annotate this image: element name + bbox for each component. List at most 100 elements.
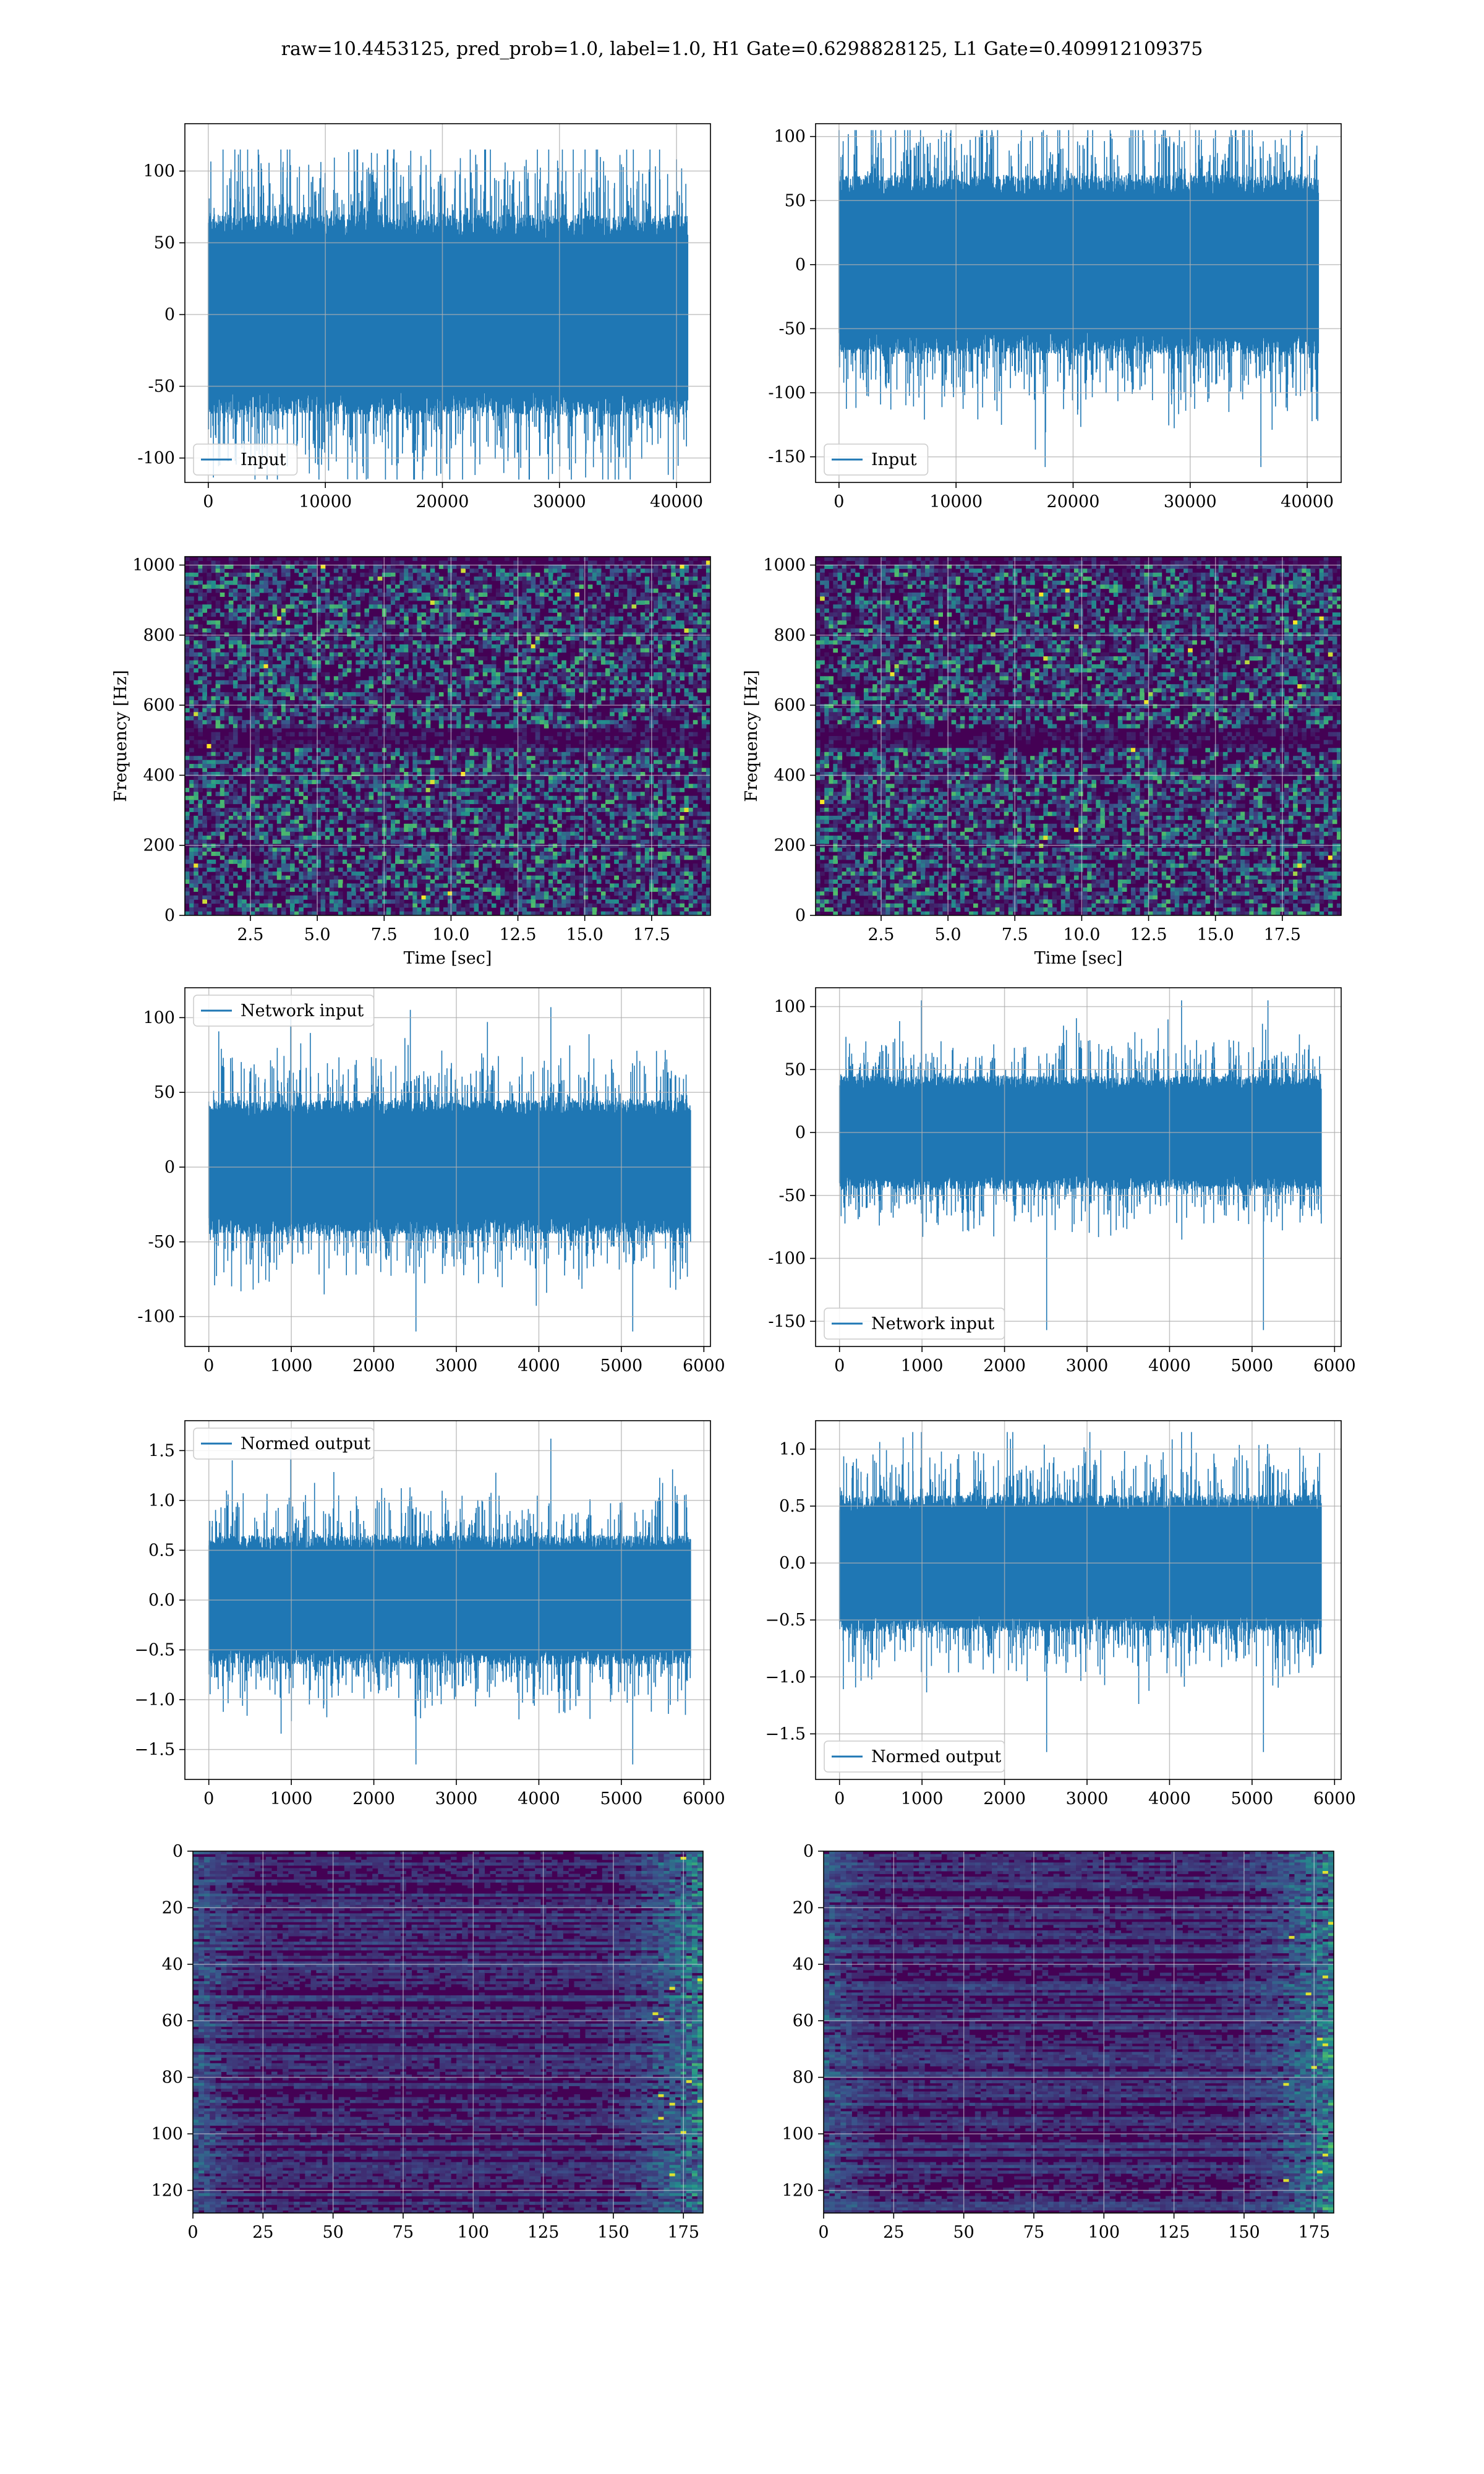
- l1-spectrogram-xtick-label: 10.0: [1063, 925, 1100, 944]
- l1-feature-map-ytick-label: 0: [803, 1842, 814, 1861]
- h1-input-ytick-label: -50: [148, 377, 175, 396]
- l1-spectrogram-heatmap: [816, 557, 1341, 915]
- l1-input-ytick-label: -100: [768, 383, 806, 403]
- l1-input-xtick-label: 40000: [1281, 492, 1334, 511]
- l1-normed-output-frame: [815, 1420, 1342, 1780]
- h1-normed-output-ytick-label: 1.0: [148, 1491, 175, 1510]
- h1-normed-output-axes: 0 1000 2000 3000 4000 5000 6000 −1.5 −1.0 −0.5 0.0…: [134, 1420, 725, 1808]
- h1-feature-map-ytick-label: 120: [151, 2181, 183, 2200]
- l1-input-xtick-label: 20000: [1047, 492, 1100, 511]
- l1-network-input-xtick-label: 5000: [1231, 1356, 1274, 1376]
- l1-network-input-frame: [815, 987, 1342, 1347]
- h1-spectrogram-heatmap: [185, 557, 710, 915]
- h1-feature-map-xtick-label: 0: [187, 2223, 198, 2242]
- h1-input-axes: 0 10000 20000 30000 40000 -100 -50 0 50 100 Input: [137, 123, 711, 511]
- h1-feature-map-ytick-label: 60: [162, 2011, 183, 2031]
- h1-feature-map-ytick-label: 80: [162, 2068, 183, 2087]
- h1-normed-output-xtick-label: 1000: [270, 1789, 313, 1808]
- h1-input-legend: Input: [193, 443, 298, 476]
- l1-network-input-ytick-label: 0: [795, 1123, 806, 1142]
- l1-input-frame: [815, 123, 1342, 483]
- l1-input-ytick-label: -50: [779, 319, 806, 338]
- l1-spectrogram-ylabel: Frequency [Hz]: [742, 670, 761, 802]
- h1-normed-output-ytick-label: 0.0: [148, 1591, 175, 1610]
- h1-normed-output-xtick-label: 2000: [352, 1789, 395, 1808]
- l1-input-xtick-label: 10000: [929, 492, 983, 511]
- l1-feature-map-ytick-label: 60: [793, 2011, 814, 2031]
- h1-network-input-xtick-label: 1000: [270, 1356, 313, 1376]
- h1-feature-map-ytick-label: 100: [151, 2125, 183, 2144]
- l1-input-axes: 0 10000 20000 30000 40000 -150 -100 -50 0 50 100 In…: [768, 123, 1342, 511]
- l1-input-grid: [816, 124, 1341, 482]
- h1-network-input-ytick-label: 0: [164, 1158, 175, 1177]
- l1-input-ytick-label: 100: [774, 127, 806, 147]
- l1-feature-map-ytick-label: 20: [793, 1898, 814, 1917]
- h1-input-ytick-label: 50: [154, 234, 175, 253]
- l1-network-input-xtick-label: 4000: [1148, 1356, 1191, 1376]
- h1-normed-output-ytick-label: 1.5: [148, 1441, 175, 1460]
- l1-network-input-xtick-label: 0: [834, 1356, 845, 1376]
- l1-input-ytick-label: 50: [785, 191, 806, 210]
- l1-normed-output-xtick-label: 2000: [983, 1789, 1026, 1808]
- l1-normed-output-xtick-label: 0: [834, 1789, 845, 1808]
- h1-network-input-ytick-label: -100: [137, 1308, 175, 1327]
- h1-feature-map-grid: [193, 1851, 703, 2213]
- l1-spectrogram-ytick-label: 200: [774, 836, 806, 855]
- h1-normed-output-legend: Normed output: [193, 1427, 375, 1460]
- l1-spectrogram-ytick-label: 0: [795, 906, 806, 925]
- h1-network-input-ytick-label: 100: [143, 1008, 175, 1027]
- l1-feature-map-ytick-label: 120: [782, 2181, 814, 2200]
- h1-network-input-xtick-label: 5000: [600, 1356, 643, 1376]
- l1-network-input-ytick-label: -150: [768, 1312, 806, 1331]
- h1-normed-output-grid: [185, 1421, 710, 1779]
- h1-spectrogram-ylabel: Frequency [Hz]: [111, 670, 130, 802]
- l1-feature-map-xtick-label: 25: [883, 2223, 904, 2242]
- h1-feature-map-xtick-label: 175: [667, 2223, 699, 2242]
- h1-spectrogram-xtick-label: 5.0: [304, 925, 331, 944]
- h1-input-ytick-label: 100: [143, 162, 175, 181]
- h1-spectrogram-ytick-label: 0: [164, 906, 175, 925]
- h1-input-legend-label: Input: [241, 450, 286, 469]
- l1-spectrogram-xtick-label: 2.5: [868, 925, 895, 944]
- h1-network-input-ytick-label: -50: [148, 1233, 175, 1252]
- l1-input-ytick-label: -150: [768, 448, 806, 467]
- h1-normed-output-ytick-label: 0.5: [148, 1541, 175, 1560]
- h1-spectrogram-xtick-label: 12.5: [499, 925, 536, 944]
- h1-spectrogram-frame: [184, 556, 711, 916]
- l1-feature-map-xtick-label: 175: [1298, 2223, 1330, 2242]
- h1-network-input-legend-label: Network input: [241, 1001, 364, 1021]
- l1-feature-map-ytick-label: 80: [793, 2068, 814, 2087]
- h1-network-input-xtick-label: 3000: [435, 1356, 478, 1376]
- h1-network-input-axes: 0 1000 2000 3000 4000 5000 6000 -100 -50 0 50 100 Ne…: [137, 987, 725, 1376]
- h1-feature-map-ytick-label: 0: [173, 1842, 183, 1861]
- h1-spectrogram-axes: 2.5 5.0 7.5 10.0 12.5 15.0 17.5 0 200 400 600 800 10…: [111, 556, 711, 968]
- l1-normed-output-ytick-label: 0.5: [779, 1497, 806, 1516]
- l1-network-input-xtick-label: 6000: [1313, 1356, 1356, 1376]
- l1-network-input-xtick-label: 1000: [901, 1356, 944, 1376]
- l1-normed-output-ytick-label: 1.0: [779, 1440, 806, 1459]
- h1-normed-output-xtick-label: 5000: [600, 1789, 643, 1808]
- figure-suptitle: raw=10.4453125, pred_prob=1.0, label=1.0…: [0, 38, 1484, 60]
- l1-spectrogram-ytick-label: 1000: [763, 556, 806, 575]
- l1-feature-map-frame: [823, 1851, 1334, 2214]
- h1-network-input-legend: Network input: [193, 995, 375, 1027]
- l1-network-input-ytick-label: 50: [785, 1060, 806, 1079]
- h1-spectrogram-ytick-label: 1000: [132, 556, 175, 575]
- h1-input-frame: [184, 123, 711, 483]
- h1-normed-output-ytick-label: −1.0: [134, 1690, 175, 1710]
- l1-input-legend-label: Input: [871, 450, 917, 469]
- l1-normed-output-ytick-label: −1.5: [765, 1724, 806, 1744]
- h1-spectrogram-grid: [185, 557, 710, 915]
- l1-normed-output-grid: [816, 1421, 1341, 1779]
- l1-spectrogram-ytick-label: 800: [774, 626, 806, 645]
- l1-feature-map-xtick-label: 75: [1023, 2223, 1044, 2242]
- l1-network-input-axes: 0 1000 2000 3000 4000 5000 6000 -150 -100 -50 0 50 1…: [768, 987, 1356, 1376]
- l1-network-input-legend: Network input: [824, 1308, 1005, 1340]
- h1-feature-map-heatmap: [193, 1851, 703, 2213]
- l1-feature-map-xtick-label: 150: [1228, 2223, 1260, 2242]
- l1-spectrogram-xtick-label: 5.0: [935, 925, 962, 944]
- h1-feature-map-xtick-label: 50: [322, 2223, 343, 2242]
- h1-input-ytick-label: 0: [164, 306, 175, 325]
- h1-feature-map-xtick-label: 75: [393, 2223, 414, 2242]
- l1-normed-output-ytick-label: −0.5: [765, 1611, 806, 1630]
